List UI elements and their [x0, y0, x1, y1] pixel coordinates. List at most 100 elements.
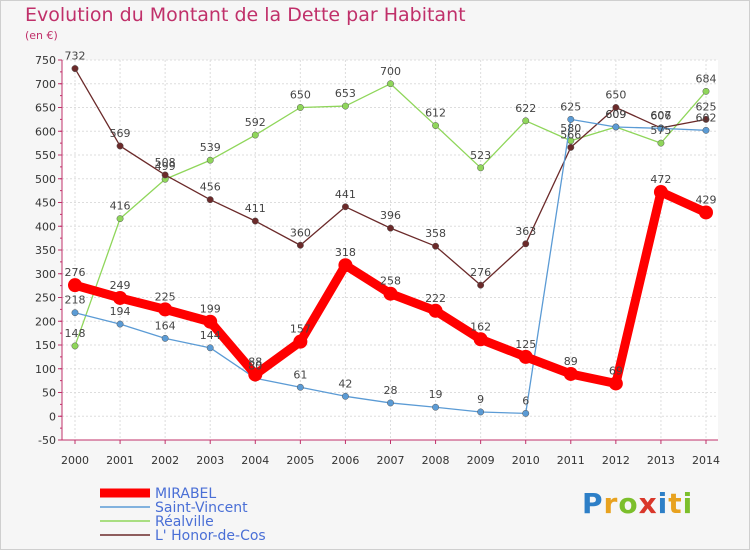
data-label: 569 [110, 127, 131, 140]
y-tick-label: 100 [35, 363, 56, 376]
data-point [702, 87, 710, 95]
data-label: 625 [696, 100, 717, 113]
data-label: 732 [65, 50, 86, 63]
data-point [522, 240, 530, 248]
x-tick-label: 2002 [151, 454, 179, 467]
data-label: 609 [605, 108, 626, 121]
data-point [296, 241, 304, 249]
data-label: 609 [605, 108, 626, 121]
data-label: 411 [245, 202, 266, 215]
data-label: 575 [650, 124, 671, 137]
data-point [608, 376, 623, 391]
data-point [657, 139, 665, 147]
x-tick-label: 2008 [422, 454, 450, 467]
data-point [477, 164, 485, 172]
data-label: 28 [384, 384, 398, 397]
data-label: 249 [110, 279, 131, 292]
legend-label: Réalville [155, 514, 214, 530]
x-tick-label: 2006 [331, 454, 359, 467]
data-label: 592 [245, 116, 266, 129]
data-point [387, 224, 394, 232]
data-label: 700 [380, 65, 401, 78]
data-label: 88 [248, 355, 262, 368]
data-label: 539 [200, 141, 221, 154]
data-label: 162 [470, 320, 491, 333]
data-point [432, 403, 440, 411]
data-point [206, 156, 214, 164]
data-label: 222 [425, 292, 446, 305]
data-point [206, 196, 214, 204]
data-point [387, 80, 394, 88]
data-point [113, 290, 128, 305]
data-label: 650 [290, 89, 311, 102]
data-point [612, 123, 620, 131]
data-point [341, 392, 349, 400]
y-tick-label: 350 [35, 244, 56, 257]
data-label: 416 [110, 200, 131, 213]
data-label: 148 [65, 327, 86, 340]
data-point [116, 142, 124, 150]
data-point [653, 185, 668, 200]
data-point [657, 124, 665, 132]
data-label: 606 [650, 109, 671, 122]
data-label: 684 [696, 72, 717, 85]
data-point [161, 171, 169, 179]
data-label: 80 [248, 359, 262, 372]
data-label: 276 [65, 266, 86, 279]
data-point [296, 383, 304, 391]
data-label: 9 [477, 393, 484, 406]
data-point [387, 399, 394, 407]
data-point [71, 309, 79, 317]
data-point [248, 367, 263, 382]
data-label: 441 [335, 188, 356, 201]
y-tick-label: 250 [35, 292, 56, 305]
data-point [567, 115, 575, 123]
logo-letter: o [618, 487, 639, 520]
x-tick-label: 2001 [106, 454, 134, 467]
data-label: 363 [515, 225, 536, 238]
y-tick-label: 0 [49, 410, 56, 423]
y-tick-label: 400 [35, 220, 56, 233]
logo-letter: t [668, 487, 683, 520]
data-label: 580 [560, 122, 581, 135]
data-label: 622 [515, 102, 536, 115]
data-label: 6 [522, 394, 529, 407]
data-point [702, 115, 710, 123]
data-label: 607 [650, 109, 671, 122]
legend-label: MIRABEL [155, 486, 216, 502]
y-tick-label: 500 [35, 173, 56, 186]
data-point [522, 117, 530, 125]
data-label: 194 [110, 305, 131, 318]
data-point [116, 215, 124, 223]
data-label: 612 [425, 107, 446, 120]
data-label: 360 [290, 226, 311, 239]
data-point [473, 332, 488, 347]
data-label: 218 [65, 294, 86, 307]
y-tick-label: 750 [35, 54, 56, 67]
y-tick-label: 150 [35, 339, 56, 352]
x-tick-label: 2010 [512, 454, 540, 467]
y-tick-label: 550 [35, 149, 56, 162]
data-point [432, 242, 440, 250]
x-tick-label: 2003 [196, 454, 224, 467]
data-label: 19 [429, 388, 443, 401]
data-label: 429 [696, 193, 717, 206]
data-label: 625 [560, 100, 581, 113]
data-point [206, 344, 214, 352]
data-label: 396 [380, 209, 401, 222]
data-label: 358 [425, 227, 446, 240]
data-point [432, 122, 440, 130]
x-tick-label: 2000 [61, 454, 89, 467]
data-point [341, 203, 349, 211]
data-point [116, 320, 124, 328]
proxiti-logo: Proxiti [582, 487, 693, 520]
x-tick-label: 2013 [647, 454, 675, 467]
data-point [71, 65, 79, 73]
data-point [161, 334, 169, 342]
data-label: 69 [609, 364, 623, 377]
data-point [341, 102, 349, 110]
data-point [71, 342, 79, 350]
y-tick-label: 450 [35, 197, 56, 210]
y-tick-label: 200 [35, 315, 56, 328]
